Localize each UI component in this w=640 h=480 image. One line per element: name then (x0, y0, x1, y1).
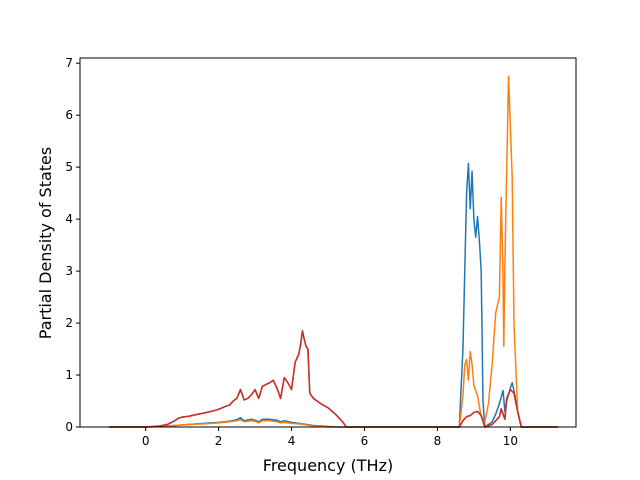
x-axis-ticks: 0 2 4 6 8 10 (142, 427, 518, 448)
y-tick-label: 7 (65, 56, 73, 70)
x-tick-label: 0 (142, 434, 150, 448)
x-tick-label: 6 (361, 434, 369, 448)
y-tick-label: 1 (65, 368, 73, 382)
series-layer (109, 75, 558, 428)
y-tick-label: 2 (65, 316, 73, 330)
y-tick-label: 0 (65, 420, 73, 434)
series-line-4 (109, 330, 558, 428)
x-axis-label: Frequency (THz) (263, 456, 393, 475)
series-line-2 (109, 75, 558, 428)
plot-frame (79, 57, 577, 428)
x-tick-label: 8 (434, 434, 442, 448)
y-tick-label: 4 (65, 212, 73, 226)
x-tick-label: 10 (503, 434, 518, 448)
y-tick-label: 3 (65, 264, 73, 278)
y-axis-ticks: 0 1 2 3 4 5 6 7 (65, 56, 80, 434)
x-tick-label: 2 (215, 434, 223, 448)
y-axis-label: Partial Density of States (36, 147, 55, 339)
y-tick-label: 6 (65, 108, 73, 122)
x-tick-label: 4 (288, 434, 296, 448)
y-tick-label: 5 (65, 160, 73, 174)
